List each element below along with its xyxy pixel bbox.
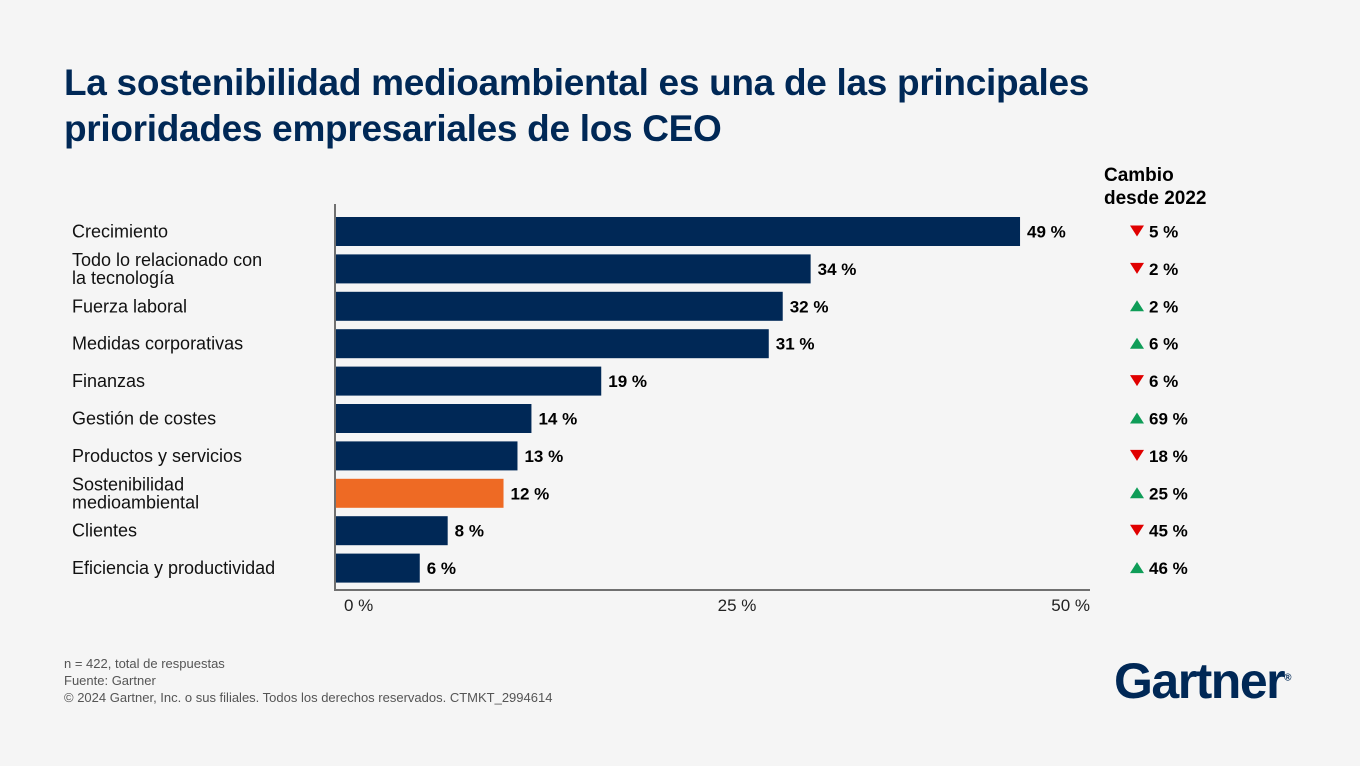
change-label: 25 % [1149,484,1188,503]
category-label: Productos y servicios [72,446,242,466]
change-label: 69 % [1149,410,1188,429]
value-label: 8 % [455,522,484,541]
change-label: 2 % [1149,260,1178,279]
value-label: 19 % [608,372,647,391]
change-label: 46 % [1149,559,1188,578]
category-label: Clientes [72,521,137,541]
up-arrow-icon [1130,562,1144,574]
down-arrow-icon [1130,225,1144,237]
up-arrow-icon [1130,487,1144,499]
source-note: Fuente: Gartner [64,673,156,688]
down-arrow-icon [1130,524,1144,536]
value-label: 14 % [538,410,577,429]
bar [336,329,769,359]
change-label: 6 % [1149,372,1178,391]
change-label: 45 % [1149,522,1188,541]
bar [336,404,532,433]
category-label: Fuerza laboral [72,296,187,316]
category-label: Medidas corporativas [72,334,243,354]
sample-note: n = 422, total de respuestas [64,656,225,671]
bar [336,441,518,471]
x-tick-label: 0 % [344,596,373,615]
bar [336,217,1021,246]
category-label: Crecimiento [72,222,168,242]
change-header-line: desde 2022 [1104,188,1207,209]
up-arrow-icon [1130,300,1144,312]
down-arrow-icon [1130,375,1144,387]
value-label: 32 % [790,297,829,316]
change-label: 2 % [1149,297,1178,316]
value-label: 34 % [818,260,857,279]
category-label: Todo lo relacionado con [72,250,262,270]
bar [336,478,504,508]
copyright-note: © 2024 Gartner, Inc. o sus filiales. Tod… [64,690,553,705]
change-label: 6 % [1149,335,1178,354]
value-label: 12 % [511,484,550,503]
gartner-logo: Gartner® [1114,653,1292,709]
chart-title: La sostenibilidad medioambiental es una … [64,62,1090,149]
category-label: Finanzas [72,371,145,391]
change-label: 18 % [1149,447,1188,466]
footer: n = 422, total de respuestas Fuente: Gar… [64,655,552,706]
bar [336,516,448,546]
value-label: 49 % [1027,223,1066,242]
bar [336,366,602,396]
bar [336,553,420,583]
up-arrow-icon [1130,337,1144,349]
value-label: 31 % [776,335,815,354]
up-arrow-icon [1130,412,1144,424]
category-label: Eficiencia y productividad [72,558,275,578]
category-label: la tecnología [72,268,175,288]
bar [336,254,811,284]
bar [336,291,783,321]
change-header-line: Cambio [1104,165,1174,186]
change-label: 5 % [1149,223,1178,242]
value-label: 13 % [524,447,563,466]
category-label: medioambiental [72,492,199,512]
down-arrow-icon [1130,449,1144,461]
x-tick-label: 25 % [718,596,757,615]
value-label: 6 % [427,559,456,578]
category-label: Sostenibilidad [72,474,184,494]
change-header: Cambio desde 2022 [1104,164,1206,210]
x-tick-label: 50 % [1051,596,1090,615]
category-label: Gestión de costes [72,409,216,429]
down-arrow-icon [1130,262,1144,274]
